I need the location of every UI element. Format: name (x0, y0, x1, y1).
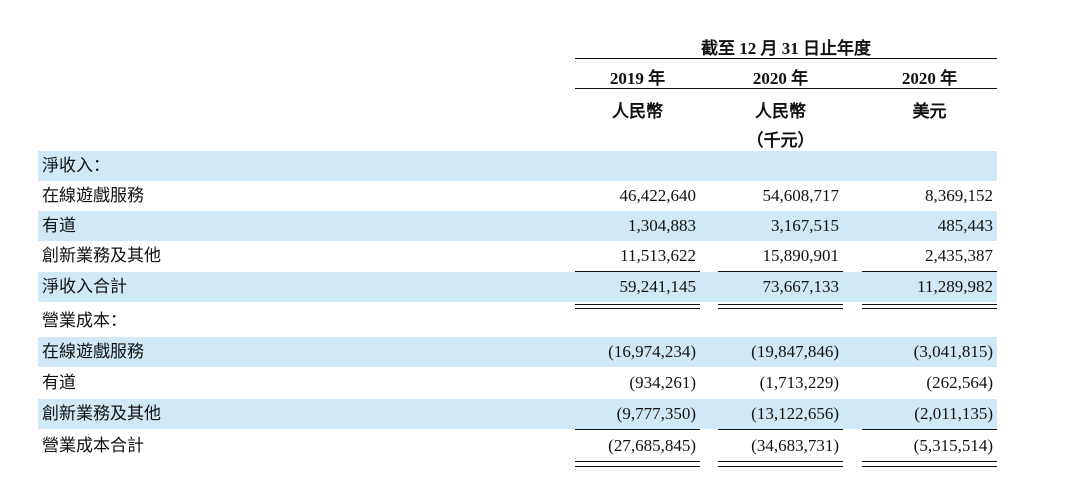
row-band (38, 211, 997, 241)
rule (862, 466, 997, 467)
row-label: 創新業務及其他 (42, 404, 161, 423)
cell-value: 15,890,901 (762, 246, 840, 265)
period-header: 截至 12 月 31 日止年度 (701, 39, 871, 58)
column-year: 2020 年 (901, 69, 958, 88)
column-currency: 人民幣 (612, 102, 663, 121)
cell-value: 11,513,622 (620, 246, 696, 265)
column-currency: 美元 (912, 102, 947, 121)
rule (575, 429, 700, 430)
rule (575, 308, 700, 309)
row-label: 在線遊戲服務 (42, 342, 144, 361)
rule (575, 304, 700, 305)
row-label: 有道 (42, 373, 76, 392)
rule (718, 466, 843, 467)
rule (862, 461, 997, 462)
cell-value: (13,122,656) (751, 404, 839, 423)
row-band (38, 151, 997, 181)
cell-value: 73,667,133 (762, 277, 840, 296)
row-band (38, 399, 997, 429)
row-label: 淨收入： (42, 156, 110, 175)
rule (718, 429, 843, 430)
row-label: 營業成本合計 (42, 436, 144, 455)
row-band (38, 272, 997, 302)
cell-value: 59,241,145 (619, 277, 697, 296)
rule (862, 429, 997, 430)
cell-value: 8,369,152 (925, 186, 993, 205)
rule (575, 461, 700, 462)
cell-value: (5,315,514) (913, 436, 993, 455)
cell-value: (34,683,731) (751, 436, 839, 455)
column-year: 2019 年 (609, 69, 666, 88)
column-currency: 人民幣 (755, 102, 806, 121)
cell-value: (1,713,229) (759, 373, 839, 392)
cell-value: (262,564) (926, 373, 993, 392)
row-label: 淨收入合計 (42, 277, 127, 296)
rule (575, 88, 997, 89)
rule (575, 466, 700, 467)
rule (862, 304, 997, 305)
row-label: 在線遊戲服務 (42, 186, 144, 205)
cell-value: 485,443 (937, 216, 993, 235)
cell-value: 46,422,640 (619, 186, 697, 205)
cell-value: (934,261) (629, 373, 696, 392)
rule (575, 271, 700, 272)
column-year: 2020 年 (752, 69, 809, 88)
cell-value: (3,041,815) (913, 342, 993, 361)
cell-value: (19,847,846) (751, 342, 839, 361)
cell-value: 2,435,387 (925, 246, 993, 265)
cell-value: 3,167,515 (771, 216, 839, 235)
cell-value: (27,685,845) (608, 436, 696, 455)
rule (718, 304, 843, 305)
unit: （千元） (746, 131, 815, 150)
rule (862, 308, 997, 309)
cell-value: (16,974,234) (608, 342, 696, 361)
cell-value: 1,304,883 (628, 216, 696, 235)
rule (575, 58, 997, 59)
row-label: 創新業務及其他 (42, 246, 161, 265)
rule (718, 271, 843, 272)
rule (718, 461, 843, 462)
cell-value: (9,777,350) (616, 404, 696, 423)
cell-value: (2,011,135) (914, 404, 993, 423)
row-label: 有道 (42, 216, 76, 235)
cell-value: 54,608,717 (762, 186, 840, 205)
cell-value: 11,289,982 (917, 277, 993, 296)
rule (862, 271, 997, 272)
row-label: 營業成本： (42, 311, 127, 330)
rule (718, 308, 843, 309)
row-band (38, 337, 997, 367)
